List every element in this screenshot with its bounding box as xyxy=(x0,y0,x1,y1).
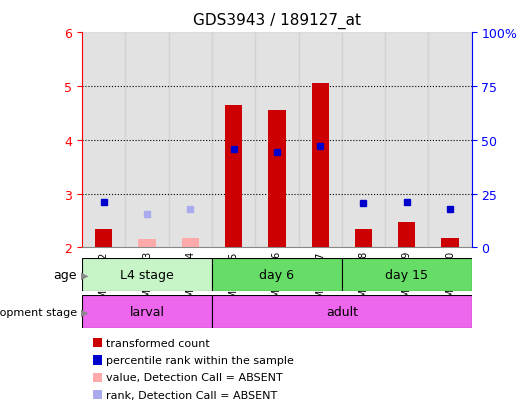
Bar xyxy=(441,238,458,248)
Text: L4 stage: L4 stage xyxy=(120,268,174,281)
Bar xyxy=(385,33,428,248)
Bar xyxy=(212,258,342,291)
Bar xyxy=(138,240,156,248)
Bar xyxy=(182,238,199,248)
Text: ▶: ▶ xyxy=(81,307,89,317)
Bar xyxy=(82,295,212,328)
Bar xyxy=(212,33,255,248)
Bar xyxy=(95,229,112,248)
Text: adult: adult xyxy=(326,305,358,318)
Text: day 6: day 6 xyxy=(259,268,295,281)
Text: value, Detection Call = ABSENT: value, Detection Call = ABSENT xyxy=(106,373,282,382)
Text: age: age xyxy=(54,268,77,281)
Bar xyxy=(298,33,342,248)
Text: day 15: day 15 xyxy=(385,268,428,281)
Text: ▶: ▶ xyxy=(81,270,89,280)
Bar xyxy=(255,33,298,248)
Text: rank, Detection Call = ABSENT: rank, Detection Call = ABSENT xyxy=(106,390,277,400)
Bar xyxy=(212,295,472,328)
Bar xyxy=(398,222,416,248)
Title: GDS3943 / 189127_at: GDS3943 / 189127_at xyxy=(193,13,361,29)
Bar xyxy=(126,33,169,248)
Bar xyxy=(312,84,329,248)
Text: development stage: development stage xyxy=(0,307,77,317)
Text: transformed count: transformed count xyxy=(106,338,210,348)
Bar xyxy=(82,258,212,291)
Bar xyxy=(342,258,472,291)
Text: percentile rank within the sample: percentile rank within the sample xyxy=(106,355,294,365)
Bar xyxy=(225,106,242,248)
Text: larval: larval xyxy=(129,305,165,318)
Bar xyxy=(82,33,126,248)
Bar xyxy=(428,33,472,248)
Bar xyxy=(169,33,212,248)
Bar xyxy=(342,33,385,248)
Bar xyxy=(355,229,372,248)
Bar xyxy=(268,111,286,248)
